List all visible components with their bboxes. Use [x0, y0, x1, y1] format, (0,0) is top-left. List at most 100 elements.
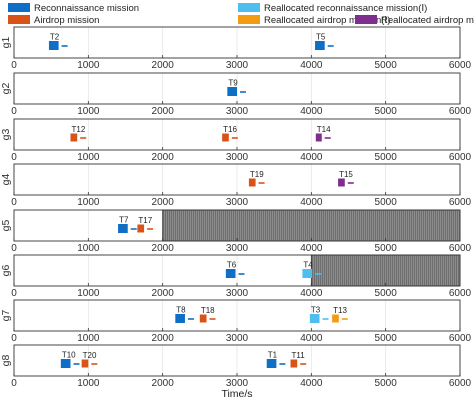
x-tick-label: 5000: [375, 378, 398, 389]
x-tick-label: 4000: [300, 106, 323, 117]
x-tick-label: 1000: [77, 152, 100, 163]
task-bar-t13: [332, 314, 339, 323]
panel-g6: T6 T4 g6 0 1000 2000 3000 4000 5000 6000: [0, 254, 472, 299]
task-label-t7: T7: [119, 216, 129, 225]
x-tick-label: 4000: [300, 378, 323, 389]
x-tick-label: 6000: [449, 60, 472, 71]
x-tick-label: 5000: [375, 60, 398, 71]
row-label-g8: g8: [0, 355, 12, 367]
task-bar-t19: [248, 178, 256, 187]
task-label-t16: T16: [223, 125, 237, 134]
x-tick-label: 4000: [300, 288, 323, 299]
x-tick-label: 0: [11, 333, 17, 344]
x-tick-label: 2000: [152, 378, 175, 389]
legend-swatch-recon: [8, 3, 30, 12]
x-axis-label: Time/s: [221, 388, 252, 400]
x-tick-label: 3000: [226, 152, 249, 163]
task-bar-t1: [266, 359, 277, 368]
panel-g4: T19 T15 g4 0 1000 2000 3000 4000 5000 6000: [0, 163, 472, 208]
task-label-t17: T17: [138, 216, 152, 225]
task-label-t5: T5: [316, 33, 326, 42]
task-bar-t16: [222, 133, 229, 142]
row-label-g7: g7: [0, 310, 12, 322]
x-tick-label: 5000: [375, 333, 398, 344]
x-tick-label: 0: [11, 288, 17, 299]
unavailable-region: [310, 254, 461, 287]
task-bar-t5: [315, 41, 325, 50]
task-bar-t2: [48, 41, 59, 50]
x-tick-label: 0: [11, 197, 17, 208]
task-label-t13: T13: [333, 306, 347, 315]
x-tick-label: 4000: [300, 197, 323, 208]
task-label-t11: T11: [292, 351, 306, 360]
x-tick-label: 0: [11, 106, 17, 117]
task-label-t12: T12: [71, 125, 85, 134]
x-tick-label: 6000: [449, 106, 472, 117]
task-bar-t7: [118, 224, 128, 233]
task-label-t2: T2: [50, 33, 60, 42]
x-tick-label: 6000: [449, 152, 472, 163]
x-tick-label: 3000: [226, 243, 249, 254]
task-label-t8: T8: [176, 306, 186, 315]
x-tick-label: 0: [11, 378, 17, 389]
x-tick-label: 2000: [152, 288, 175, 299]
x-tick-label: 3000: [226, 197, 249, 208]
x-tick-label: 1000: [77, 333, 100, 344]
task-bar-t20: [81, 359, 89, 368]
x-tick-label: 3000: [226, 106, 249, 117]
legend-label-realloc_air1: Reallocated airdrop mission(Ⅰ): [264, 15, 390, 26]
task-label-t9: T9: [228, 79, 238, 88]
x-tick-label: 4000: [300, 333, 323, 344]
x-tick-label: 6000: [449, 378, 472, 389]
x-tick-label: 1000: [77, 60, 100, 71]
row-label-g1: g1: [0, 37, 12, 49]
task-bar-t8: [175, 314, 185, 323]
panel-g5: T7 T17 g5 0 1000 2000 3000 4000 5000 6000: [0, 209, 472, 254]
panel-g7: T8 T18 T3 T13 g7 0 1000 2000 3000 4000 5000 6000: [0, 299, 472, 344]
task-label-t10: T10: [62, 351, 76, 360]
task-bar-t9: [227, 87, 237, 96]
row-label-g6: g6: [0, 265, 12, 277]
x-tick-label: 3000: [226, 378, 249, 389]
legend-swatch-realloc_recon: [238, 3, 260, 12]
task-label-t18: T18: [201, 306, 215, 315]
task-bar-t14: [315, 133, 322, 142]
legend: Reconnaissance mission Reallocated reconn…: [8, 3, 474, 26]
x-tick-label: 4000: [300, 60, 323, 71]
unavailable-region: [162, 209, 461, 242]
x-tick-label: 6000: [449, 243, 472, 254]
x-tick-label: 5000: [375, 197, 398, 208]
x-tick-label: 0: [11, 60, 17, 71]
task-bar-t11: [290, 359, 298, 368]
x-tick-label: 6000: [449, 197, 472, 208]
task-label-t20: T20: [83, 351, 97, 360]
x-tick-label: 5000: [375, 243, 398, 254]
x-tick-label: 2000: [152, 152, 175, 163]
x-tick-label: 1000: [77, 378, 100, 389]
x-tick-label: 6000: [449, 333, 472, 344]
x-tick-label: 3000: [226, 333, 249, 344]
x-tick-label: 6000: [449, 288, 472, 299]
legend-swatch-realloc_air1: [238, 15, 260, 24]
task-label-t6: T6: [227, 261, 237, 270]
x-tick-label: 2000: [152, 197, 175, 208]
task-bar-t12: [70, 133, 78, 142]
x-tick-label: 5000: [375, 288, 398, 299]
x-tick-label: 3000: [226, 60, 249, 71]
row-label-g5: g5: [0, 220, 12, 232]
panel-g8: T10 T20 T1 T11 g8 0 1000 2000 3000 4000 5000 6000: [0, 344, 472, 389]
x-tick-label: 1000: [77, 197, 100, 208]
x-tick-label: 5000: [375, 106, 398, 117]
task-label-t14: T14: [317, 125, 331, 134]
task-bar-t4: [302, 269, 313, 278]
task-bar-t6: [225, 269, 236, 278]
task-bar-t17: [137, 224, 145, 233]
x-tick-label: 0: [11, 152, 17, 163]
legend-label-airdrop: Airdrop mission: [34, 15, 99, 26]
legend-swatch-realloc_air2: [355, 15, 377, 24]
task-bar-t18: [199, 314, 207, 323]
gantt-panels: T2 T5 g1 0 1000 2000 3000 4000 5000 6000 T9 g2 0 1000…: [0, 26, 472, 389]
x-tick-label: 4000: [300, 243, 323, 254]
x-tick-label: 2000: [152, 60, 175, 71]
x-tick-label: 0: [11, 243, 17, 254]
